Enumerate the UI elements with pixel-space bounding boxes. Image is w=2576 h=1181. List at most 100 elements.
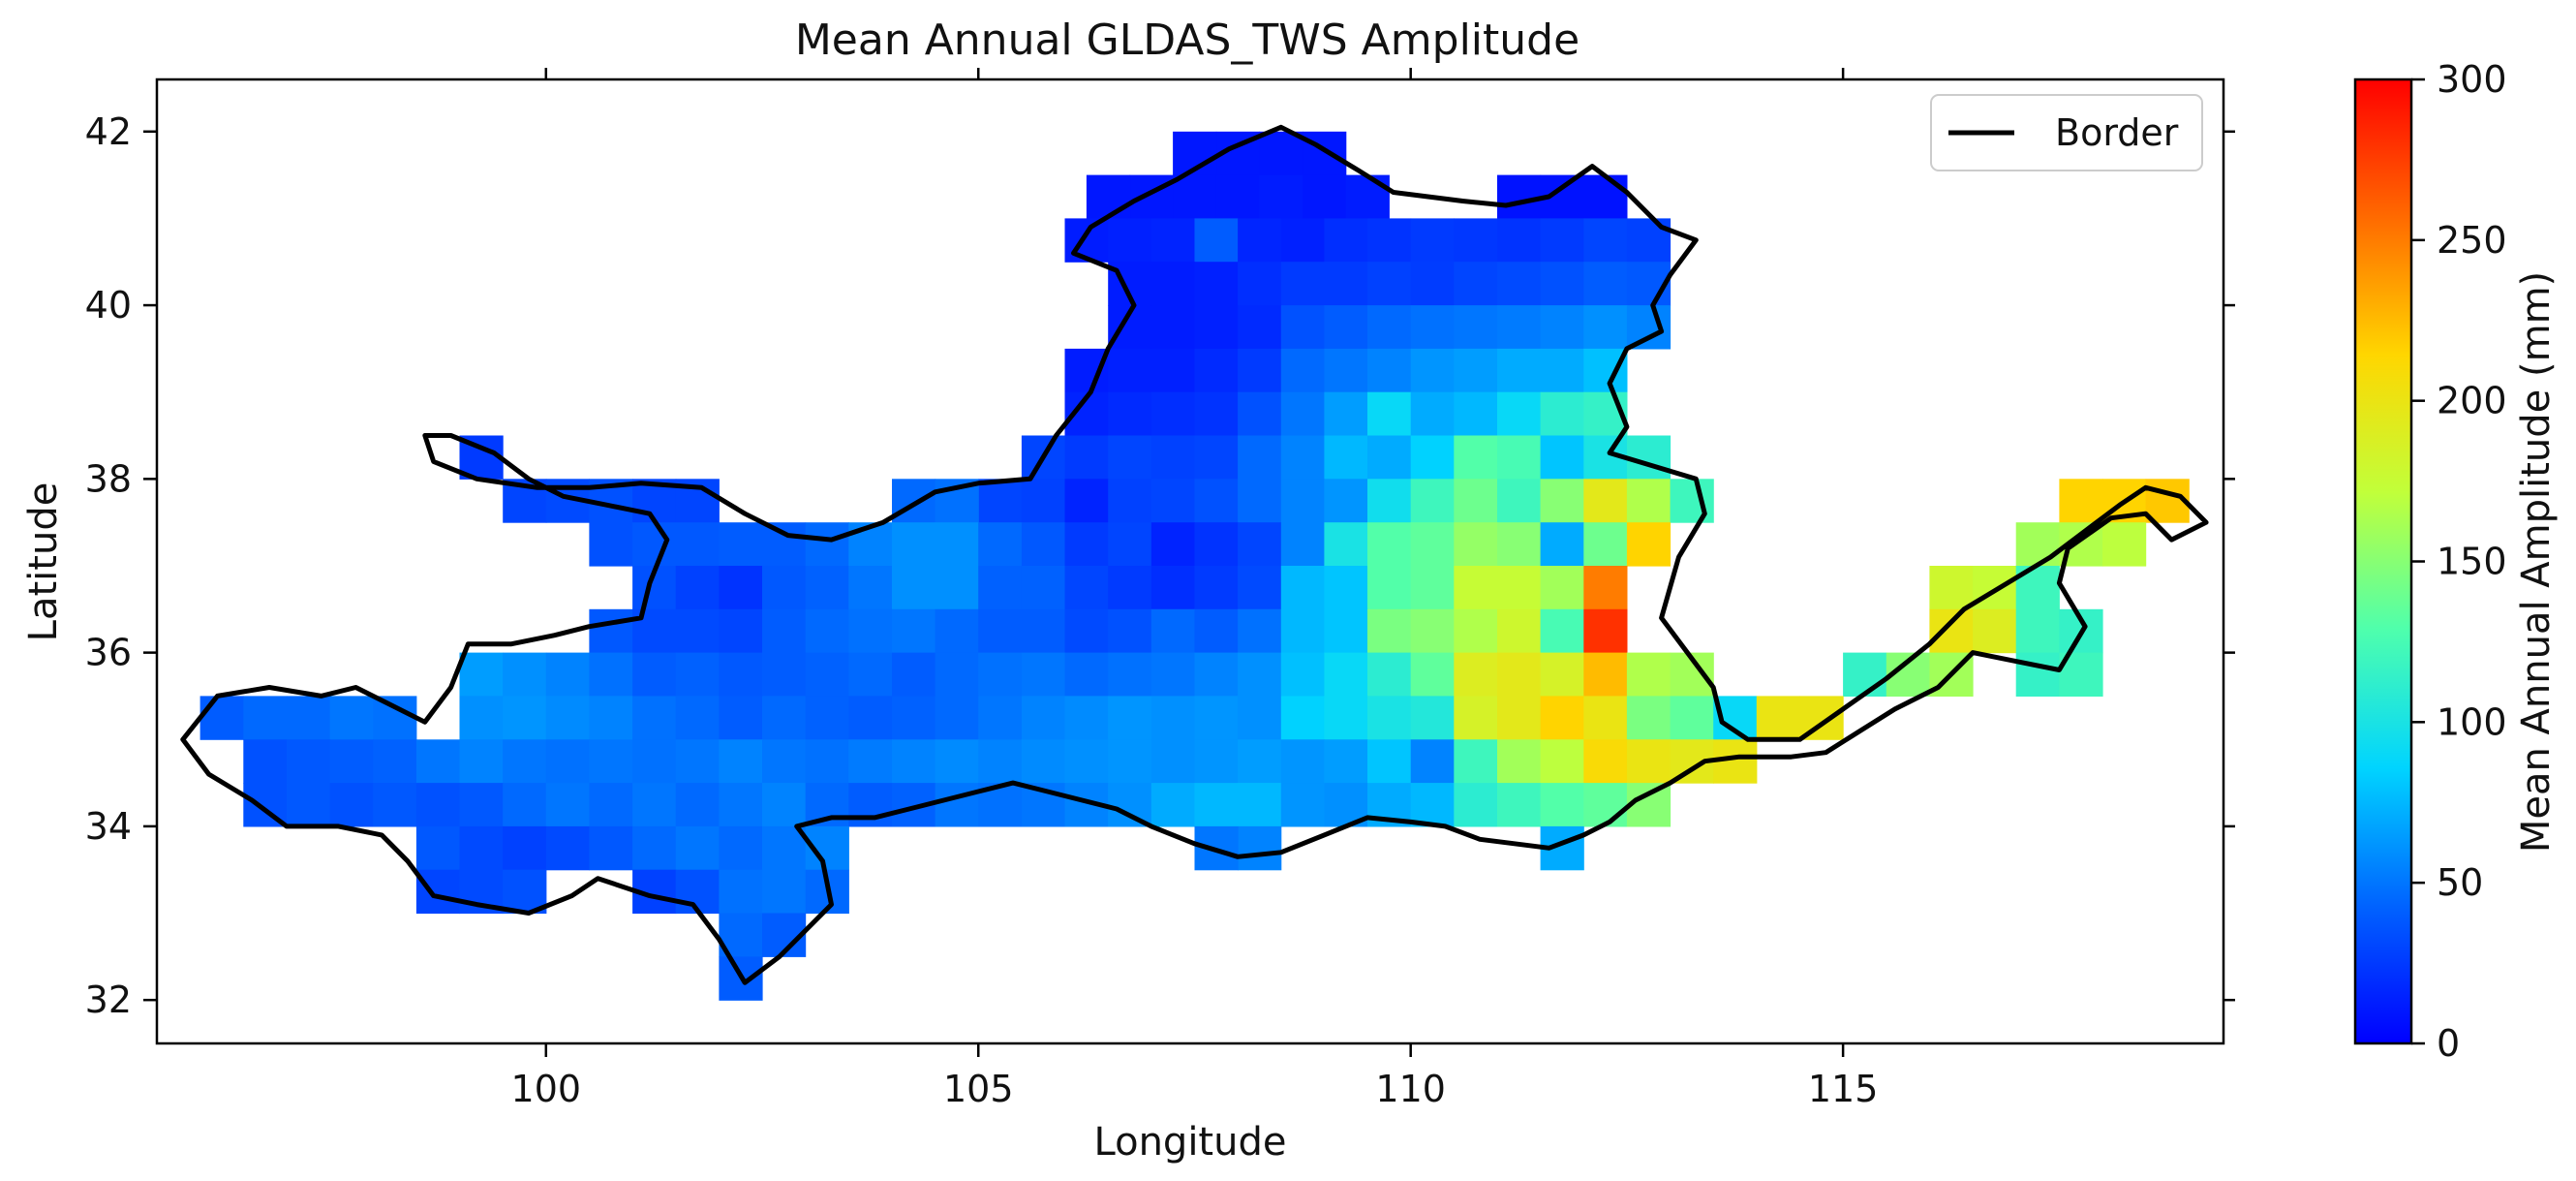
- heatmap-cell: [1324, 218, 1368, 263]
- heatmap-cell: [1626, 479, 1671, 523]
- heatmap-cell: [719, 869, 763, 915]
- heatmap-cell: [978, 696, 1023, 740]
- heatmap-cell: [2102, 522, 2147, 567]
- heatmap-cell: [1021, 652, 1066, 697]
- heatmap-cell: [1194, 608, 1239, 654]
- heatmap-cell: [632, 522, 677, 567]
- heatmap-cell: [1929, 566, 1974, 610]
- heatmap-cell: [848, 739, 893, 784]
- heatmap-cell: [978, 608, 1023, 654]
- heatmap-cell: [935, 783, 979, 827]
- heatmap-cell: [1324, 435, 1368, 480]
- heatmap-cell: [1367, 608, 1412, 654]
- heatmap-cell: [1410, 783, 1455, 827]
- heatmap-cell: [1238, 566, 1282, 610]
- heatmap-cell: [675, 652, 720, 697]
- heatmap-cell: [1021, 608, 1066, 654]
- heatmap-cell: [848, 652, 893, 697]
- heatmap-cell: [1280, 783, 1325, 827]
- heatmap-cell: [1540, 348, 1584, 393]
- chart-title: Mean Annual GLDAS_TWS Amplitude: [795, 16, 1579, 65]
- heatmap-cell: [892, 566, 936, 610]
- heatmap-cell: [1194, 739, 1239, 784]
- heatmap-cell: [762, 522, 807, 567]
- heatmap-cell: [762, 608, 807, 654]
- heatmap-cell: [1367, 262, 1412, 306]
- heatmap-cell: [1410, 566, 1455, 610]
- heatmap-cell: [1410, 435, 1455, 480]
- x-tick-label: 100: [511, 1068, 582, 1110]
- heatmap-cell: [2015, 652, 2060, 697]
- heatmap-cell: [1410, 608, 1455, 654]
- heatmap-cell: [1540, 218, 1584, 263]
- heatmap-cell: [892, 739, 936, 784]
- heatmap-cell: [1454, 696, 1498, 740]
- heatmap-cell: [1540, 522, 1584, 567]
- heatmap-cell: [1280, 479, 1325, 523]
- heatmap-cell: [978, 479, 1023, 523]
- heatmap-cell: [1150, 218, 1195, 263]
- heatmap-cell: [1324, 348, 1368, 393]
- heatmap-cell: [1367, 435, 1412, 480]
- heatmap-cell: [1150, 305, 1195, 350]
- heatmap-cell: [1583, 305, 1628, 350]
- heatmap-cell: [1454, 435, 1498, 480]
- heatmap-cell: [1238, 479, 1282, 523]
- heatmap-cell: [503, 696, 547, 740]
- heatmap-cell: [1215, 174, 1260, 219]
- heatmap-cell: [1540, 696, 1584, 740]
- heatmap-cell: [589, 825, 633, 871]
- heatmap-cell: [1280, 696, 1325, 740]
- heatmap-cell: [1540, 262, 1584, 306]
- heatmap-cell: [415, 825, 461, 871]
- heatmap-cell: [1324, 391, 1368, 437]
- heatmap-cell: [1238, 262, 1282, 306]
- heatmap-cell: [1324, 305, 1368, 350]
- heatmap-cell: [329, 696, 374, 740]
- heatmap-cell: [1670, 696, 1714, 740]
- heatmap-cell: [1756, 696, 1800, 740]
- heatmap-cell: [1194, 305, 1239, 350]
- colorbar-ticks: 0 50 100 150 200 250 300: [2411, 58, 2507, 1065]
- heatmap-cell: [805, 696, 849, 740]
- heatmap-cell: [675, 566, 720, 610]
- heatmap-cell: [589, 739, 633, 784]
- heatmap-cell: [1150, 391, 1195, 437]
- heatmap-cell: [1626, 522, 1671, 567]
- heatmap-cell: [1173, 174, 1217, 219]
- heatmap-cell: [632, 608, 677, 654]
- heatmap-cell: [329, 783, 374, 827]
- colorbar-tick-label: 300: [2437, 58, 2507, 101]
- heatmap-cell: [2015, 608, 2060, 654]
- heatmap-cell: [1626, 218, 1671, 263]
- heatmap-cell: [935, 566, 979, 610]
- heatmap-cell: [1280, 652, 1325, 697]
- heatmap-cell: [762, 566, 807, 610]
- heatmap-cell: [1303, 174, 1347, 219]
- heatmap-cell: [286, 783, 331, 827]
- heatmap-cell: [503, 825, 547, 871]
- heatmap-cell: [805, 652, 849, 697]
- heatmap-cell: [1497, 566, 1542, 610]
- y-tick-label: 42: [85, 110, 132, 153]
- heatmap-cell: [1108, 566, 1152, 610]
- x-tick-label: 105: [943, 1068, 1014, 1110]
- heatmap-cell: [1345, 174, 1390, 219]
- heatmap-cell: [675, 522, 720, 567]
- heatmap-cell: [589, 608, 633, 654]
- heatmap-cell: [286, 696, 331, 740]
- heatmap-cell: [1973, 608, 2017, 654]
- heatmap-cell: [503, 652, 547, 697]
- heatmap-cell: [1324, 608, 1368, 654]
- heatmap-cell: [762, 783, 807, 827]
- heatmap-cell: [675, 783, 720, 827]
- heatmap-cell: [459, 739, 504, 784]
- heatmap-cell: [1150, 348, 1195, 393]
- heatmap-cell: [1626, 783, 1671, 827]
- heatmap-cell: [1583, 262, 1628, 306]
- heatmap-cell: [1583, 652, 1628, 697]
- heatmap-cell: [199, 696, 244, 740]
- heatmap-cell: [848, 696, 893, 740]
- heatmap-cell: [1497, 522, 1542, 567]
- heatmap-cell: [1064, 479, 1109, 523]
